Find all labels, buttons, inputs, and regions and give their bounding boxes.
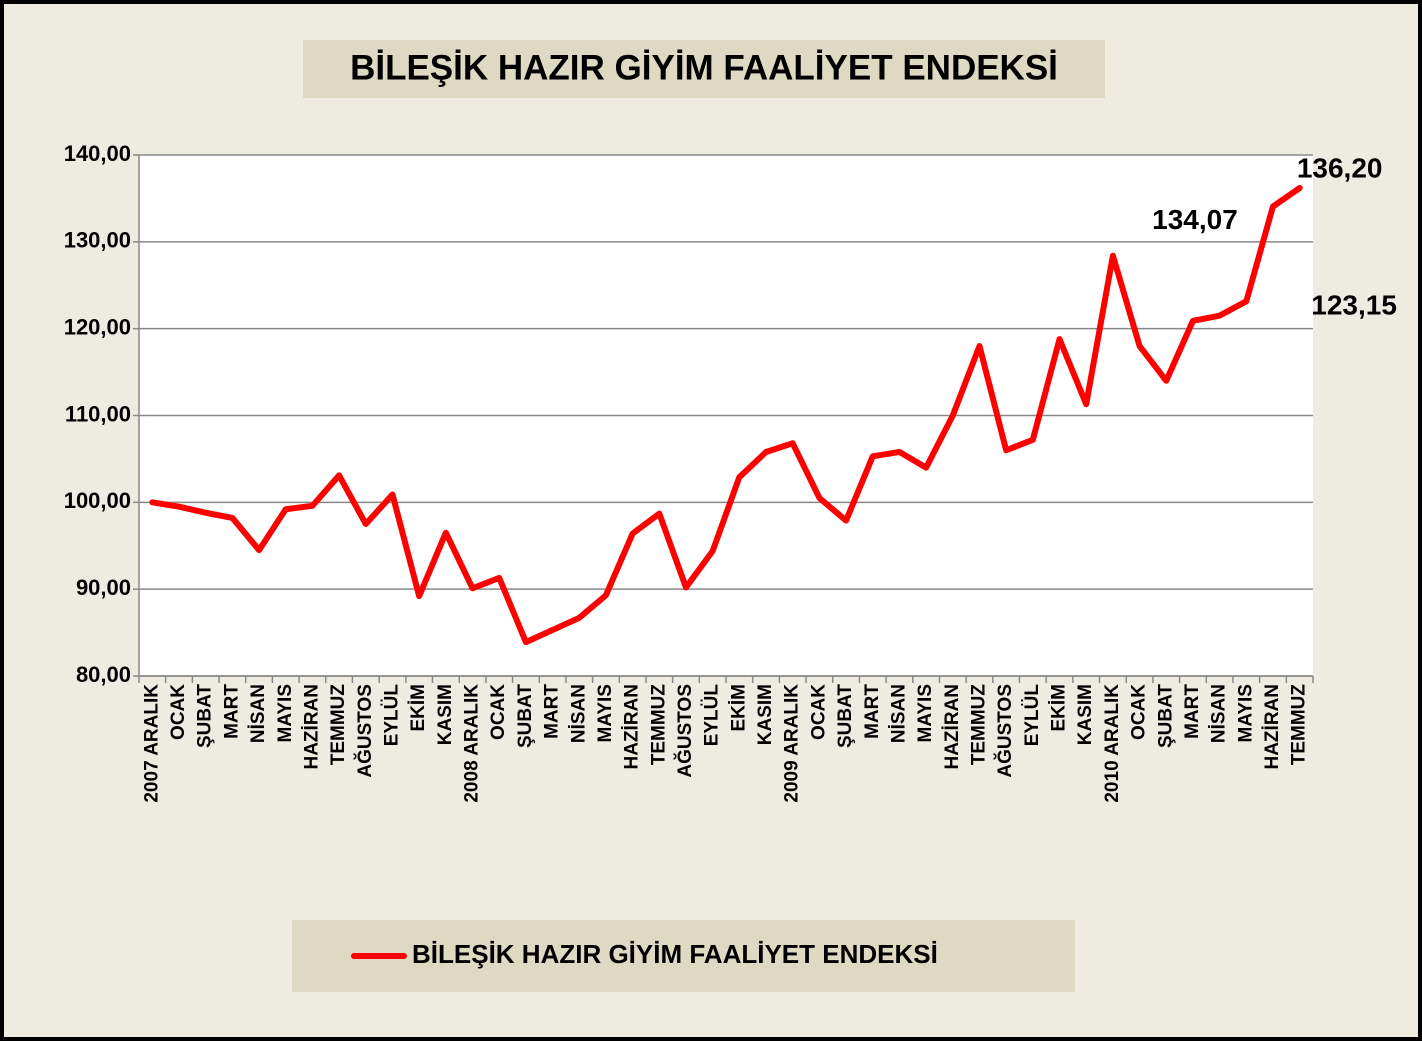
x-tick-label: 2010 ARALIK [1102,684,1123,803]
y-tick-label: 140,00 [64,141,131,166]
x-tick-label: AĞUSTOS [994,684,1016,778]
x-tick-label: KASIM [435,684,456,745]
x-tick-label: HAZİRAN [622,684,643,770]
x-tick-label: NİSAN [1209,684,1230,743]
data-label: 136,20 [1297,152,1383,183]
x-tick-label: EKİM [1049,684,1070,732]
y-tick-label: 100,00 [64,488,131,513]
legend-label: BİLEŞİK HAZIR GİYİM FAALİYET ENDEKSİ [412,939,938,969]
x-tick-label: TEMMUZ [968,684,989,766]
y-tick-label: 130,00 [64,228,131,253]
x-tick-label: AĞUSTOS [674,684,696,778]
x-tick-label: MAYIS [915,684,936,742]
x-tick-label: EYLÜL [381,684,402,747]
x-tick-label: HAZİRAN [942,684,963,770]
x-tick-label: KASIM [1075,684,1096,745]
x-tick-label: OCAK [488,684,509,740]
x-tick-label: TEMMUZ [648,684,669,766]
x-tick-label: ŞUBAT [835,684,856,748]
chart-title: BİLEŞİK HAZIR GİYİM FAALİYET ENDEKSİ [350,48,1058,87]
data-line [149,184,1303,646]
x-tick-label: OCAK [808,684,829,740]
x-tick-label: MART [221,684,242,739]
x-tick-label: MART [862,684,883,739]
x-tick-label: OCAK [1129,684,1150,740]
x-tick-label: NİSAN [888,684,909,743]
x-tick-label: 2009 ARALIK [782,684,803,803]
x-tick-label: MAYIS [595,684,616,742]
x-tick-label: MAYIS [1235,684,1256,742]
y-tick-label: 90,00 [76,575,131,600]
legend-box [292,920,1075,992]
y-tick-label: 120,00 [64,314,131,339]
x-tick-label: HAZİRAN [301,684,322,770]
x-tick-label: MART [1182,684,1203,739]
x-tick-label: ŞUBAT [515,684,536,748]
y-tick-label: 110,00 [65,401,131,426]
x-tick-label: HAZİRAN [1262,684,1283,770]
x-tick-label: 2007 ARALIK [141,684,162,803]
data-label: 123,15 [1311,290,1397,321]
x-tick-label: EKİM [408,684,429,732]
x-tick-label: EKİM [728,684,749,732]
x-tick-label: TEMMUZ [328,684,349,766]
x-tick-label: MART [542,684,563,739]
title-box [303,40,1105,98]
x-tick-label: 2008 ARALIK [462,684,483,803]
x-tick-label: NİSAN [248,684,269,743]
x-tick-label: TEMMUZ [1289,684,1310,766]
x-tick-label: KASIM [755,684,776,745]
x-tick-label: AĞUSTOS [354,684,376,778]
x-tick-label: NİSAN [568,684,589,743]
data-label: 134,07 [1152,204,1238,235]
x-tick-label: MAYIS [275,684,296,742]
x-tick-label: EYLÜL [1022,684,1043,747]
x-tick-label: ŞUBAT [195,684,216,748]
x-tick-label: ŞUBAT [1155,684,1176,748]
x-tick-label: EYLÜL [702,684,723,747]
y-tick-label: 80,00 [76,662,131,687]
x-tick-label: OCAK [168,684,189,740]
